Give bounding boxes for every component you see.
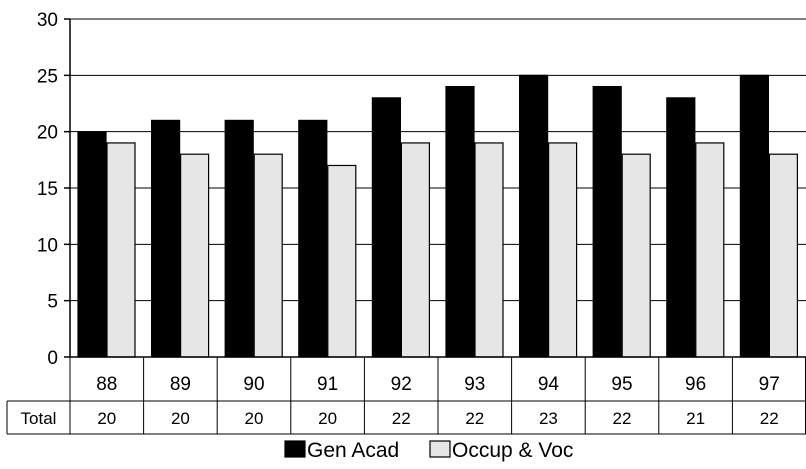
- bar-occup-voc: [695, 142, 725, 358]
- axes: 0 5 10 15 20 25 30: [37, 10, 806, 369]
- legend-label: Gen Acad: [307, 439, 399, 462]
- legend: Gen Acad Occup & Voc: [284, 439, 573, 462]
- x-tick-label: 94: [538, 374, 560, 395]
- legend-item: Occup & Voc: [429, 439, 573, 462]
- y-tick-label: 10: [37, 235, 58, 256]
- bar-gen-acad: [592, 85, 622, 358]
- bars: [77, 74, 799, 358]
- table-cell-value: 21: [686, 409, 705, 428]
- bar-gen-acad: [77, 131, 107, 358]
- bar-gen-acad: [298, 119, 328, 358]
- bar-gen-acad: [666, 97, 696, 358]
- table-cell-value: 23: [539, 409, 558, 428]
- y-tick-label: 25: [37, 66, 58, 87]
- y-tick-label: 30: [37, 10, 58, 31]
- bar-occup-voc: [474, 142, 504, 358]
- x-tick-label: 95: [611, 374, 632, 395]
- bar-gen-acad: [151, 119, 181, 358]
- y-tick-label: 0: [47, 348, 58, 369]
- bar-occup-voc: [547, 142, 578, 358]
- bar-gen-acad: [445, 85, 475, 358]
- table-cell-value: 22: [613, 409, 632, 428]
- bar-gen-acad: [224, 119, 254, 358]
- bar-gen-acad: [518, 74, 549, 358]
- legend-item: Gen Acad: [284, 439, 399, 462]
- legend-swatch: [429, 440, 451, 458]
- bar-occup-voc: [400, 142, 430, 358]
- data-table: 88 20 89 20 90 20 91 20 92 22 93 22 94 23 95 22 96 21 97 22…: [6, 357, 806, 435]
- bar-occup-voc: [327, 164, 357, 358]
- table-cell-value: 22: [760, 409, 779, 428]
- table-cell-value: 22: [465, 409, 484, 428]
- bar-occup-voc: [253, 153, 283, 358]
- bar-occup-voc: [180, 153, 210, 358]
- table-row-label: Total: [21, 409, 57, 428]
- legend-label: Occup & Voc: [452, 439, 573, 462]
- legend-swatch: [284, 440, 306, 458]
- bar-occup-voc: [768, 153, 799, 358]
- bar-gen-acad: [371, 97, 401, 358]
- table-cell-value: 20: [245, 409, 264, 428]
- y-tick-label: 15: [37, 179, 58, 200]
- y-tick-label: 20: [37, 123, 58, 144]
- x-tick-label: 88: [96, 374, 117, 395]
- table-cell-value: 20: [171, 409, 190, 428]
- x-tick-label: 91: [317, 374, 338, 395]
- x-tick-label: 90: [243, 374, 264, 395]
- x-tick-label: 97: [759, 374, 780, 395]
- bar-gen-acad: [739, 74, 770, 358]
- x-tick-label: 93: [464, 374, 485, 395]
- table-cell-value: 20: [97, 409, 116, 428]
- x-tick-label: 96: [685, 374, 706, 395]
- bar-occup-voc: [106, 142, 136, 358]
- table-cell-value: 22: [392, 409, 411, 428]
- x-tick-label: 92: [391, 374, 412, 395]
- table-cell-value: 20: [318, 409, 337, 428]
- y-tick-label: 5: [47, 292, 58, 313]
- bar-occup-voc: [621, 153, 651, 358]
- x-tick-label: 89: [170, 374, 191, 395]
